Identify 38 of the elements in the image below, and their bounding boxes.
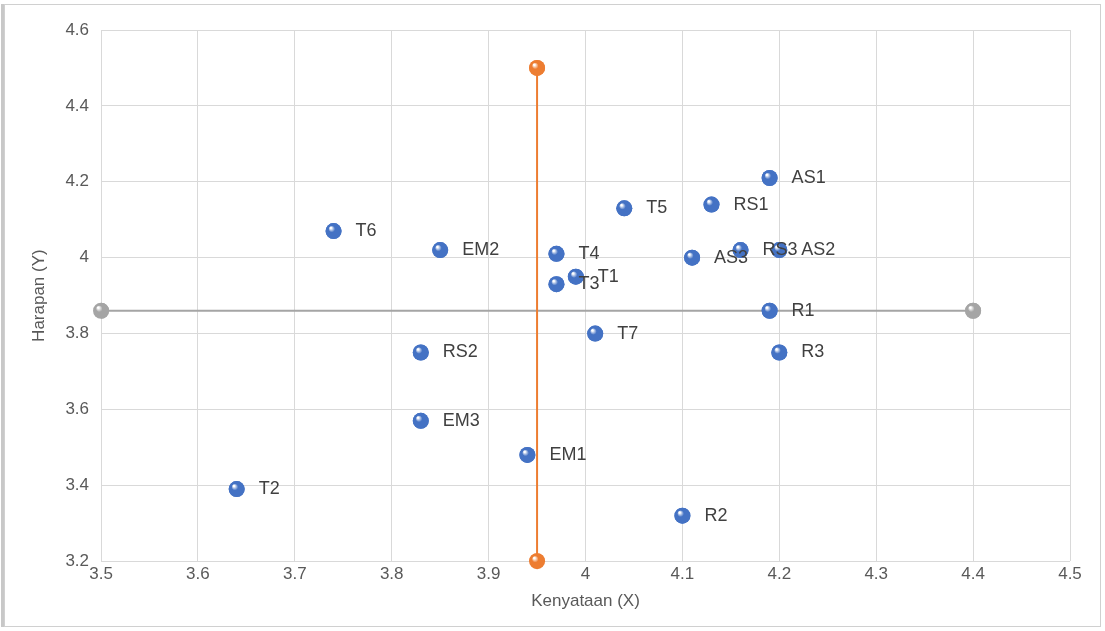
annotation: T3 <box>578 273 600 294</box>
annotation: RS1 <box>733 193 769 214</box>
x-tick-label: 3.6 <box>186 564 210 584</box>
x-tick-label: 4.5 <box>1058 564 1082 584</box>
y-tick-label: 4 <box>79 247 90 267</box>
annotation: EM2 <box>462 239 500 260</box>
annotation: EM1 <box>549 443 587 464</box>
annotation: T5 <box>646 197 668 218</box>
x-tick-label: 3.8 <box>379 564 404 584</box>
annotation: AS1 <box>791 166 826 187</box>
x-axis-title: Kenyataan (X) <box>531 591 640 611</box>
annotation: R3 <box>801 341 825 362</box>
y-tick-label: 3.4 <box>65 475 90 494</box>
x-tick-label: 3.5 <box>89 564 113 584</box>
y-axis-title: Harapan (Y) <box>28 249 48 342</box>
x-tick-label: 4.3 <box>864 564 889 584</box>
annotation: T6 <box>355 220 377 241</box>
y-tick-label: 3.6 <box>65 399 90 419</box>
annotation: AS2 <box>801 239 836 260</box>
annotation: AS3 <box>714 246 749 267</box>
y-tick-label: 4.6 <box>65 19 90 39</box>
annotation: R2 <box>704 504 728 525</box>
annotation: T2 <box>258 478 280 499</box>
annotation: T4 <box>578 242 600 263</box>
y-tick-label: 3.8 <box>65 323 90 343</box>
x-tick-label: 4.1 <box>670 564 695 584</box>
x-tick-label: 3.7 <box>283 564 307 584</box>
y-tick-label: 4.4 <box>65 95 90 115</box>
annotation: T7 <box>617 322 639 343</box>
annotation: RS2 <box>442 341 478 362</box>
x-tick-label: 4 <box>580 564 591 584</box>
x-tick-label: 4.2 <box>767 564 792 584</box>
annotation: R1 <box>791 299 815 320</box>
x-tick-label: 3.9 <box>476 564 501 584</box>
x-tick-label: 4.4 <box>961 564 985 584</box>
y-tick-label: 4.2 <box>65 171 90 191</box>
annotation: EM3 <box>442 409 480 430</box>
y-tick-label: 3.2 <box>65 550 90 570</box>
